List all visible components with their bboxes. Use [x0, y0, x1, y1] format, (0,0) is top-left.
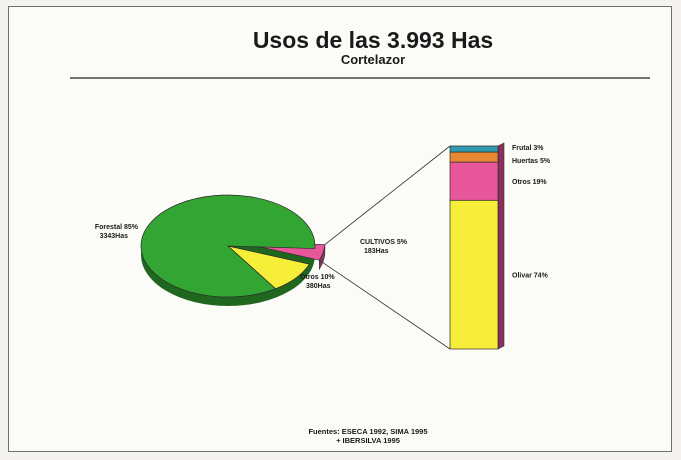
connector-line-lower [319, 259, 451, 350]
pie-label-forestal: Forestal 85% [95, 224, 139, 231]
chart-title: Usos de las 3.993 Has [253, 27, 493, 53]
bar-label-huertas: Huertas 5% [512, 158, 551, 165]
sources-line-2: + IBERSILVA 1995 [336, 436, 400, 445]
connector-line-upper [324, 145, 451, 245]
bar-label-otros: Otros 19% [512, 179, 547, 186]
bar-side-face [497, 142, 505, 350]
bar-segment-huertas [449, 151, 499, 163]
bar-segment-olivar [449, 199, 499, 350]
sources-line-1: Fuentes: ESECA 1992, SIMA 1995 [308, 427, 427, 436]
pie-label-otros: Otros 10% [300, 274, 335, 281]
chart-subtitle: Cortelazor [341, 52, 405, 67]
pie-area-label-cultivos: 183Has [364, 248, 389, 255]
bar-label-frutal: Frutal 3% [512, 145, 544, 152]
pie-area-label-forestal: 3343Has [100, 233, 129, 240]
pie-label-cultivos: CULTIVOS 5% [360, 239, 408, 246]
chart-labels: Forestal 85% 3343Has Otros 10% 380Has CULTIV… [95, 145, 551, 290]
connector-lines [319, 145, 451, 350]
bar-segment-otros [449, 161, 499, 201]
pie-area-label-otros: 380Has [306, 283, 331, 290]
breakdown-bar [449, 142, 505, 350]
chart-frame [8, 6, 672, 452]
bar-label-olivar: Olivar 74% [512, 273, 549, 280]
bar-segment-frutal [449, 145, 499, 153]
pie-slice-forestal [140, 194, 316, 298]
pie [140, 194, 326, 298]
